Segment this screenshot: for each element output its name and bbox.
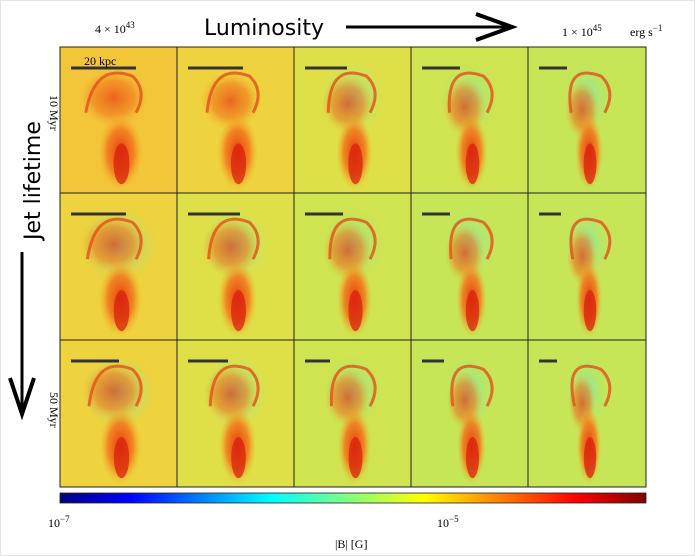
plume-core — [348, 437, 363, 479]
bottom-row-label: 50 Myr — [47, 392, 61, 428]
plume-core — [348, 143, 363, 185]
plume-core — [583, 143, 597, 185]
plume-rim — [450, 364, 494, 407]
low-luminosity: 4 × 1043 — [95, 20, 135, 36]
plume-rim — [326, 71, 377, 114]
plume-rim — [449, 217, 494, 260]
plume-core — [465, 143, 480, 185]
colorbar-label: |B| [G] — [335, 537, 367, 551]
plume-rim — [84, 71, 143, 114]
arrow-head — [8, 377, 36, 421]
plume-core — [230, 143, 247, 185]
plume-core — [113, 143, 130, 185]
plume-head — [203, 364, 258, 424]
high-luminosity: 1 × 1045 — [562, 23, 602, 39]
plume-rim — [85, 217, 143, 260]
grid-border — [59, 46, 647, 488]
plume-rim — [329, 364, 377, 407]
plume-core — [231, 437, 246, 479]
panel-grid — [60, 47, 646, 487]
plume-core — [465, 290, 480, 332]
plume-core — [231, 290, 246, 332]
plume-rim — [568, 71, 612, 114]
plume-rim — [87, 364, 143, 407]
lifetime-label: Jet lifetime — [21, 121, 46, 242]
arrow-head — [475, 12, 518, 42]
plume-rim — [328, 217, 377, 260]
plume-rim — [447, 71, 494, 114]
plume-rim — [569, 217, 612, 260]
colorbar-min: 10−7 — [48, 514, 70, 530]
plume-core — [583, 290, 597, 332]
plume-core — [465, 437, 480, 479]
unit: erg s−1 — [630, 23, 662, 39]
luminosity-label: Luminosity — [204, 16, 324, 41]
plume-core — [583, 437, 597, 479]
scale-bar-label: 20 kpc — [84, 54, 116, 68]
top-row-label: 10 Myr — [47, 95, 61, 131]
plume-rim — [205, 71, 260, 114]
plume-core — [113, 437, 130, 479]
plume-rim — [208, 364, 260, 407]
colorbar — [59, 492, 647, 504]
colorbar-mid: 10−5 — [437, 514, 459, 530]
plume-core — [348, 290, 363, 332]
plume-core — [113, 290, 130, 332]
plume-rim — [570, 364, 612, 407]
plume-rim — [207, 217, 260, 260]
